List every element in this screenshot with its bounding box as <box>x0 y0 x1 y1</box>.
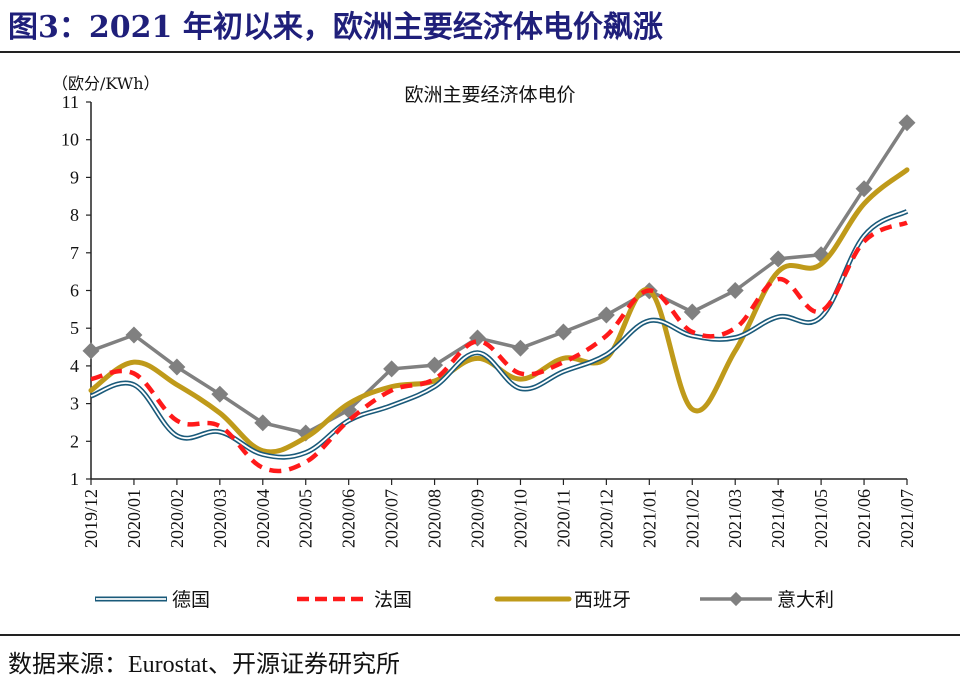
x-tick-label: 2020/07 <box>382 489 402 548</box>
x-tick-label: 2021/01 <box>639 489 659 548</box>
series-line-spain <box>88 167 910 455</box>
data-point-italy <box>511 339 529 357</box>
series-france <box>90 220 908 474</box>
x-tick-label: 2021/03 <box>725 489 745 548</box>
x-tick-label: 2021/05 <box>811 489 831 548</box>
figure-title: 图3：2021 年初以来，欧洲主要经济体电价飙涨 <box>8 10 663 45</box>
legend-label: 意大利 <box>777 589 834 611</box>
y-tick-label: 1 <box>70 469 79 489</box>
data-point-italy <box>426 356 444 374</box>
x-tick-label: 2020/10 <box>510 489 530 548</box>
data-point-italy <box>898 114 916 132</box>
data-point-italy <box>726 282 744 299</box>
series-line-italy <box>90 121 909 435</box>
y-tick-label: 8 <box>70 205 79 225</box>
data-point-italy <box>254 414 272 432</box>
x-tick-label: 2020/05 <box>296 489 316 548</box>
y-tick-label: 11 <box>62 92 79 112</box>
top-rule <box>0 51 960 53</box>
x-tick-label: 2021/07 <box>897 489 917 548</box>
legend-label: 西班牙 <box>574 589 631 611</box>
data-point-italy <box>211 385 229 403</box>
x-tick-label: 2020/09 <box>468 489 488 548</box>
y-tick-label: 2 <box>70 431 79 451</box>
x-tick-label: 2020/06 <box>339 489 359 548</box>
x-tick-label: 2020/12 <box>596 489 616 548</box>
x-tick-label: 2020/03 <box>210 489 230 548</box>
x-tick-label: 2020/02 <box>167 489 187 548</box>
series-germany <box>90 209 909 460</box>
y-tick-label: 3 <box>70 394 79 414</box>
y-tick-label: 4 <box>70 356 79 376</box>
data-point-italy <box>82 342 100 360</box>
series-line-france <box>90 220 908 474</box>
legend-item: 法国 <box>297 589 412 611</box>
x-tick-label: 2020/11 <box>553 489 573 547</box>
legend-label: 德国 <box>172 589 210 611</box>
legend-item: 德国 <box>95 589 210 611</box>
data-point-italy <box>168 358 186 376</box>
series-line-germany-inner <box>90 210 908 459</box>
data-point-italy <box>597 306 615 324</box>
legend-item: 意大利 <box>700 589 834 611</box>
y-tick-label: 9 <box>70 167 79 187</box>
data-point-italy <box>683 303 701 321</box>
y-tick-label: 5 <box>70 318 79 338</box>
x-tick-label: 2021/02 <box>682 489 702 548</box>
data-point-italy <box>769 250 787 268</box>
x-tick-label: 2019/12 <box>81 489 101 548</box>
legend-marker-italy <box>728 591 744 607</box>
chart-title: 欧洲主要经济体电价 <box>404 84 575 106</box>
source-note: 数据来源：Eurostat、开源证券研究所 <box>8 652 400 678</box>
bottom-rule <box>0 634 960 636</box>
x-tick-label: 2021/06 <box>854 489 874 548</box>
data-point-italy <box>383 360 401 378</box>
series-italy <box>82 114 916 442</box>
y-tick-label: 6 <box>70 281 79 301</box>
series-spain <box>88 167 910 455</box>
x-tick-label: 2020/04 <box>253 489 273 548</box>
series-line-germany-outer <box>90 209 909 460</box>
legend-item: 西班牙 <box>494 589 631 611</box>
y-tick-label: 10 <box>61 130 79 150</box>
axes: 1 2 3 4 5 6 7 8 9 10 11 2019/12 2020/01 2020/02 2020/0… <box>61 92 917 548</box>
legend: 德国 法国 西班牙 意大利 <box>95 589 834 611</box>
x-tick-label: 2021/04 <box>768 489 788 548</box>
y-tick-label: 7 <box>70 243 79 263</box>
data-point-italy <box>855 180 873 198</box>
y-axis-unit-label: （欧分/KWh） <box>52 74 160 93</box>
x-tick-label: 2020/08 <box>425 489 445 548</box>
x-tick-label: 2020/01 <box>124 489 144 548</box>
data-point-italy <box>554 323 572 341</box>
series-layer <box>82 114 916 474</box>
legend-label: 法国 <box>374 589 412 611</box>
